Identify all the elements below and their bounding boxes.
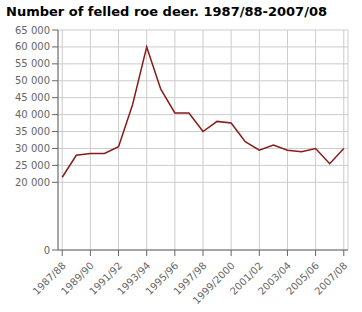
svg-text:20 000: 20 000	[15, 177, 50, 188]
svg-text:1987/88: 1987/88	[30, 259, 68, 297]
svg-text:60 000: 60 000	[15, 41, 50, 52]
svg-text:1999/2000: 1999/2000	[191, 260, 237, 306]
svg-text:1997/98: 1997/98	[171, 259, 209, 297]
svg-text:50 000: 50 000	[15, 75, 50, 86]
svg-text:40 000: 40 000	[15, 109, 50, 120]
html-text:Number of felled roe deer. 198: Number of felled roe deer. 1987/88-2007/…	[6, 4, 327, 19]
svg-text:2005/06: 2005/06	[284, 259, 322, 297]
svg-text:1995/96: 1995/96	[143, 259, 181, 297]
svg-text:2001/02: 2001/02	[227, 259, 265, 297]
svg-text:1991/92: 1991/92	[87, 259, 125, 297]
svg-text:30 000: 30 000	[15, 143, 50, 154]
svg-text:2007/08: 2007/08	[312, 260, 349, 297]
svg-text:45 000: 45 000	[15, 92, 50, 103]
svg-text:55 000: 55 000	[15, 58, 50, 69]
svg-text:35 000: 35 000	[15, 126, 50, 137]
svg-text:25 000: 25 000	[15, 160, 50, 171]
svg-text:2003/04: 2003/04	[256, 259, 294, 297]
svg-text:1989/90: 1989/90	[58, 259, 96, 297]
svg-text:65 000: 65 000	[15, 25, 50, 36]
svg-text:0: 0	[44, 245, 50, 256]
svg-text:1993/94: 1993/94	[115, 259, 153, 297]
